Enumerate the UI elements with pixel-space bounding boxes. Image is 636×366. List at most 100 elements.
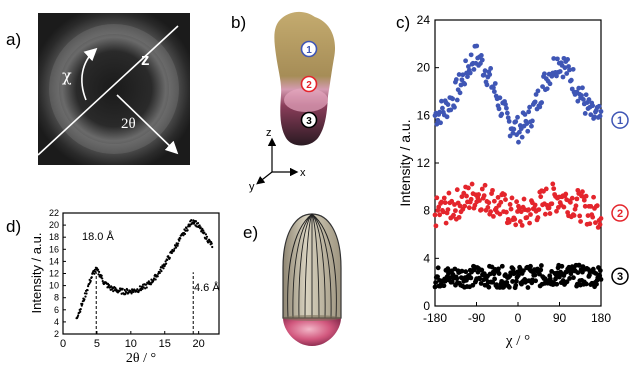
d-ytick-label: 2: [54, 329, 59, 339]
c-point-series-2: [569, 195, 575, 201]
c-point-series-2: [495, 195, 501, 200]
d-point: [188, 223, 191, 226]
c-point-series-3: [533, 278, 539, 284]
d-ytick-label: 18: [49, 232, 59, 242]
c-point-series-2: [491, 214, 496, 219]
c-point-series-2: [497, 211, 503, 217]
d-point: [210, 242, 213, 245]
d-point: [124, 293, 127, 296]
d-point: [185, 227, 188, 230]
d-xtick-label: 15: [159, 338, 171, 350]
d-point: [107, 284, 111, 287]
d-xtick-label: 10: [125, 338, 137, 350]
c-point-series-3: [583, 281, 589, 287]
c-point-series-1: [474, 43, 480, 49]
c-point-series-2: [464, 193, 469, 199]
c-point-series-1: [488, 66, 494, 71]
c-point-series-2: [476, 192, 481, 197]
c-point-series-3: [597, 268, 603, 273]
c-point-series-3: [454, 276, 460, 281]
d-point: [150, 278, 153, 281]
d-point: [190, 219, 193, 222]
c-point-series-1: [471, 67, 477, 72]
c-ytick-label: 0: [423, 299, 430, 313]
panel-b: b) 1 2 3 z x y: [231, 11, 336, 193]
d-point: [84, 295, 87, 298]
c-point-series-3: [470, 282, 476, 288]
d-point: [88, 282, 91, 286]
c-point-series-2: [485, 205, 491, 210]
c-xtick-label: -180: [423, 311, 447, 325]
c-point-series-3: [576, 262, 582, 268]
c-xlabel: χ / °: [505, 333, 530, 349]
c-point-series-2: [567, 199, 573, 205]
c-ylabel: Intensity / a.u.: [397, 119, 413, 206]
c-point-series-1: [445, 102, 451, 107]
c-series-marker-label: 1: [617, 115, 623, 127]
d-point: [178, 239, 181, 242]
c-point-series-3: [506, 284, 512, 290]
d-point: [205, 237, 208, 240]
c-point-series-1: [453, 77, 459, 82]
c-point-series-2: [442, 200, 448, 206]
c-point-series-2: [594, 203, 600, 209]
c-point-series-1: [511, 126, 517, 132]
c-point-series-1: [437, 109, 443, 115]
c-point-series-2: [528, 212, 533, 217]
d-point: [201, 227, 204, 230]
c-point-series-2: [508, 206, 514, 212]
region-2-label: 2: [306, 80, 312, 91]
c-point-series-1: [527, 104, 532, 110]
c-series-marker: [611, 111, 629, 129]
c-point-series-1: [478, 53, 484, 58]
c-point-series-2: [488, 209, 494, 215]
chi-arrow: [81, 47, 98, 101]
c-point-series-1: [503, 102, 508, 107]
c-point-series-2: [519, 223, 525, 228]
c-point-series-2: [591, 194, 596, 200]
c-xtick-label: 0: [515, 311, 522, 325]
c-point-series-2: [459, 194, 465, 200]
d-point: [90, 276, 93, 279]
c-point-series-2: [445, 207, 451, 213]
c-point-series-2: [469, 181, 475, 187]
d-point: [162, 267, 165, 270]
c-point-series-2: [468, 196, 474, 202]
d-annotation-4-6A: 4.6 Å: [194, 281, 220, 294]
d-point: [211, 245, 214, 249]
z-axis-line: [37, 25, 179, 156]
c-point-series-2: [546, 205, 552, 211]
c-point-series-2: [550, 181, 556, 187]
c-point-series-2: [481, 193, 487, 199]
c-point-series-1: [540, 84, 545, 89]
c-point-series-1: [515, 114, 520, 120]
c-point-series-1: [460, 72, 466, 78]
c-point-series-1: [481, 72, 487, 78]
d-point: [145, 286, 148, 289]
d-point: [112, 290, 115, 293]
c-point-series-3: [510, 266, 516, 272]
d-ytick-label: 10: [49, 281, 59, 291]
c-point-series-2: [582, 203, 588, 209]
c-point-series-1: [579, 93, 584, 98]
c-point-series-2: [513, 222, 519, 228]
d-point: [101, 279, 104, 283]
c-point-series-2: [490, 187, 495, 193]
c-point-series-2: [506, 219, 512, 225]
d-point: [199, 226, 202, 229]
c-point-series-1: [467, 70, 473, 76]
c-point-series-1: [465, 74, 470, 80]
c-point-series-2: [503, 197, 508, 202]
c-point-series-2: [432, 212, 438, 218]
c-point-series-2: [590, 214, 596, 220]
c-point-series-2: [593, 220, 598, 226]
c-point-series-2: [577, 213, 583, 219]
c-point-series-2: [518, 209, 524, 215]
c-point-series-1: [575, 98, 581, 104]
d-point: [188, 225, 191, 228]
d-point: [186, 229, 189, 232]
d-point: [149, 283, 153, 286]
c-point-series-3: [468, 275, 474, 281]
d-point: [164, 260, 167, 263]
